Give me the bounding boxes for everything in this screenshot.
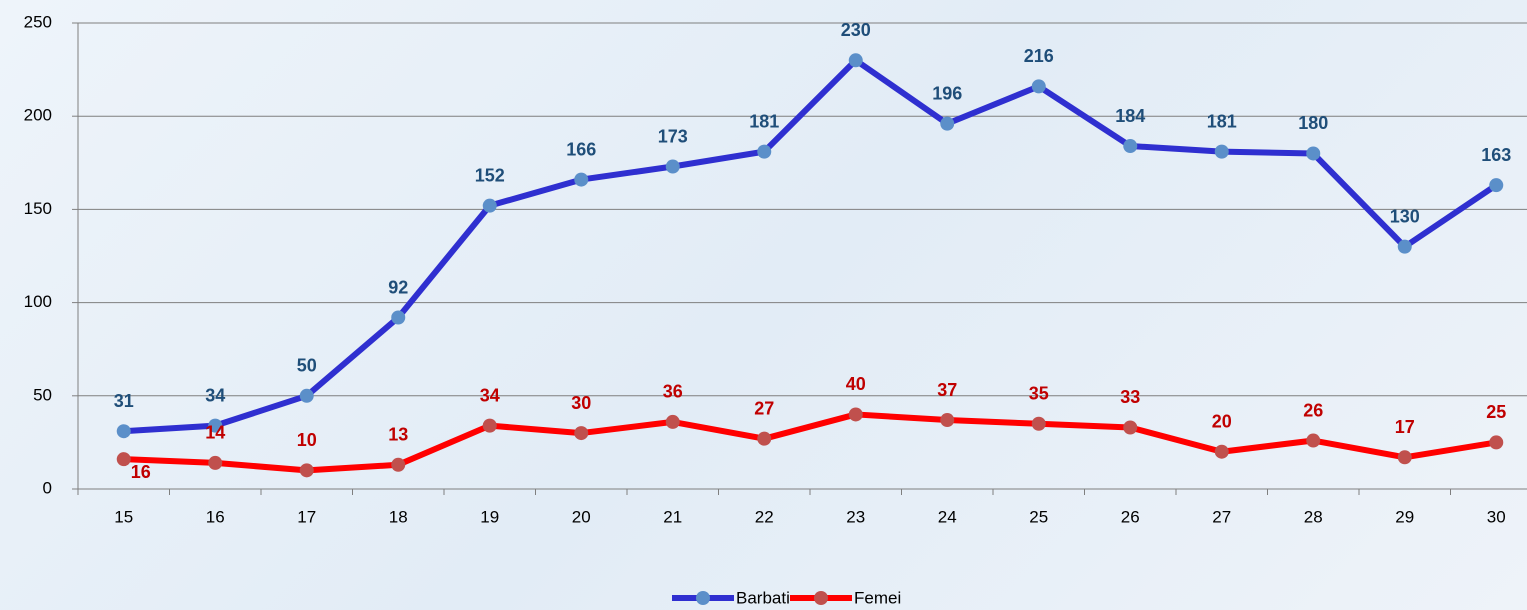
x-tick-label: 28 bbox=[1304, 507, 1323, 526]
value-label: 196 bbox=[932, 83, 962, 103]
series-line bbox=[123, 57, 1498, 435]
value-label: 173 bbox=[658, 126, 688, 146]
legend-marker bbox=[696, 591, 710, 605]
point bbox=[940, 413, 955, 428]
point bbox=[1123, 420, 1138, 435]
value-label: 181 bbox=[1207, 111, 1237, 131]
x-tick-label: 20 bbox=[572, 507, 591, 526]
point bbox=[1031, 416, 1046, 431]
value-label: 166 bbox=[566, 139, 596, 159]
point bbox=[1489, 435, 1504, 450]
value-label: 14 bbox=[205, 423, 225, 443]
value-label: 13 bbox=[388, 425, 408, 445]
point bbox=[1306, 433, 1321, 448]
y-tick-label: 250 bbox=[24, 12, 52, 31]
value-label: 216 bbox=[1024, 46, 1054, 66]
point bbox=[482, 198, 497, 213]
point bbox=[757, 431, 772, 446]
value-label: 17 bbox=[1395, 417, 1415, 437]
point bbox=[574, 172, 589, 187]
x-tick-label: 30 bbox=[1487, 507, 1506, 526]
value-label: 37 bbox=[937, 380, 957, 400]
value-label: 230 bbox=[841, 20, 871, 40]
legend-label: Barbati bbox=[736, 588, 790, 607]
point bbox=[665, 159, 680, 174]
point bbox=[116, 424, 131, 439]
value-label: 50 bbox=[297, 356, 317, 376]
point bbox=[482, 418, 497, 433]
value-label: 35 bbox=[1029, 384, 1049, 404]
value-label: 31 bbox=[114, 391, 134, 411]
point bbox=[391, 457, 406, 472]
point bbox=[940, 116, 955, 131]
point bbox=[1214, 444, 1229, 459]
x-tick-label: 25 bbox=[1029, 507, 1048, 526]
legend-marker bbox=[814, 591, 828, 605]
y-tick-label: 0 bbox=[43, 478, 52, 497]
x-tick-label: 18 bbox=[389, 507, 408, 526]
y-tick-label: 150 bbox=[24, 199, 52, 218]
point bbox=[1123, 139, 1138, 154]
value-label: 180 bbox=[1298, 113, 1328, 133]
value-label: 27 bbox=[754, 398, 774, 418]
point bbox=[1306, 146, 1321, 161]
value-label: 30 bbox=[571, 393, 591, 413]
value-label: 26 bbox=[1303, 400, 1323, 420]
y-tick-label: 50 bbox=[33, 385, 52, 404]
point bbox=[757, 144, 772, 159]
point bbox=[116, 452, 131, 467]
point bbox=[299, 463, 314, 478]
value-label: 16 bbox=[131, 462, 151, 482]
x-tick-label: 22 bbox=[755, 507, 774, 526]
point bbox=[208, 455, 223, 470]
point bbox=[848, 407, 863, 422]
x-tick-label: 15 bbox=[114, 507, 133, 526]
point bbox=[1031, 79, 1046, 94]
point bbox=[391, 310, 406, 325]
value-label: 163 bbox=[1481, 145, 1511, 165]
x-tick-label: 19 bbox=[480, 507, 499, 526]
value-label: 152 bbox=[475, 165, 505, 185]
point bbox=[1214, 144, 1229, 159]
y-tick-label: 100 bbox=[24, 292, 52, 311]
point bbox=[1489, 178, 1504, 193]
x-tick-label: 16 bbox=[206, 507, 225, 526]
value-label: 40 bbox=[846, 374, 866, 394]
value-label: 34 bbox=[480, 385, 500, 405]
x-tick-label: 17 bbox=[297, 507, 316, 526]
x-tick-label: 29 bbox=[1395, 507, 1414, 526]
value-label: 20 bbox=[1212, 411, 1232, 431]
point bbox=[574, 426, 589, 441]
x-tick-label: 27 bbox=[1212, 507, 1231, 526]
y-tick-label: 200 bbox=[24, 106, 52, 125]
value-label: 36 bbox=[663, 382, 683, 402]
point bbox=[1397, 239, 1412, 254]
value-label: 10 bbox=[297, 430, 317, 450]
value-label: 33 bbox=[1120, 387, 1140, 407]
point bbox=[665, 414, 680, 429]
value-label: 181 bbox=[749, 111, 779, 131]
point bbox=[299, 388, 314, 403]
x-tick-label: 23 bbox=[846, 507, 865, 526]
x-tick-label: 21 bbox=[663, 507, 682, 526]
value-label: 92 bbox=[388, 277, 408, 297]
value-label: 34 bbox=[205, 385, 225, 405]
value-label: 184 bbox=[1115, 106, 1145, 126]
value-label: 25 bbox=[1486, 402, 1506, 422]
point bbox=[1397, 450, 1412, 465]
series-line bbox=[123, 411, 1497, 474]
point bbox=[208, 418, 223, 433]
legend-label: Femei bbox=[854, 588, 901, 607]
x-tick-label: 26 bbox=[1121, 507, 1140, 526]
value-label: 130 bbox=[1390, 206, 1420, 226]
point bbox=[848, 53, 863, 68]
x-tick-label: 24 bbox=[938, 507, 957, 526]
